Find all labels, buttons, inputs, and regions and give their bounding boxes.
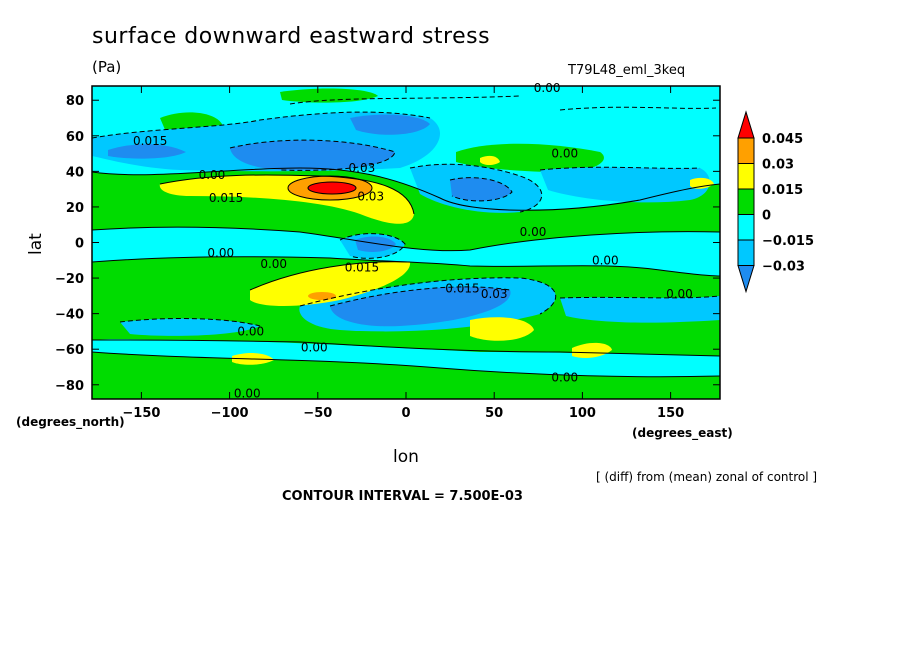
contour-label: 0.00: [666, 287, 693, 301]
contour-interval-label: CONTOUR INTERVAL = 7.500E-03: [282, 489, 523, 504]
colorbar: 0.045 0.03 0.015 0 −0.015 −0.03: [737, 110, 814, 294]
colorbar-segment: [737, 239, 755, 266]
filled-contour-field: [92, 86, 720, 399]
x-tick-label: −50: [303, 406, 332, 421]
contour-label: 0.00: [199, 168, 226, 182]
colorbar-segment: [737, 188, 755, 215]
contour-label: 0.00: [260, 257, 287, 271]
units-label: (Pa): [92, 58, 122, 76]
diff-note: [ (diff) from (mean) zonal of control ]: [596, 470, 818, 484]
contour-label: 0.00: [237, 324, 264, 338]
contour-label: 0.015: [209, 191, 243, 205]
contour-label: 0.00: [551, 147, 578, 161]
colorbar-arrow-top: [737, 110, 755, 139]
contour-label: 0.00: [551, 371, 578, 385]
contour-label: 0.015: [445, 282, 479, 296]
x-tick-label: 100: [569, 406, 596, 421]
y-tick-label: 20: [66, 201, 84, 216]
chart-title: surface downward eastward stress: [92, 24, 491, 49]
colorbar-label: 0.015: [762, 183, 803, 198]
x-tick-label: 50: [485, 406, 503, 421]
y-tick-label: 80: [66, 94, 84, 109]
colorbar-label: 0.03: [762, 158, 794, 173]
contour-label: 0.00: [207, 246, 234, 260]
colorbar-segment: [737, 214, 755, 241]
y-tick-label: −20: [55, 272, 84, 287]
contour-labels: 0.000.0150.000.030.000.030.0150.000.000.…: [133, 81, 693, 401]
y-unit-label: (degrees_north): [16, 415, 125, 429]
x-unit-label: (degrees_east): [632, 426, 733, 440]
colorbar-label: −0.03: [762, 260, 805, 275]
colorbar-label: 0: [762, 209, 771, 224]
x-tick-label: −150: [122, 406, 160, 421]
colorbar-arrow-bottom: [737, 265, 755, 294]
colorbar-label: −0.015: [762, 234, 814, 249]
y-tick-label: −80: [55, 379, 84, 394]
axis-ticks: −150 −100 −50 0 50 100 150 −80 −60 −40 −20 0 20 40 60 8…: [55, 86, 720, 421]
colorbar-segment: [737, 163, 755, 190]
contour-label: 0.03: [349, 161, 376, 175]
colorbar-label: 0.045: [762, 132, 803, 147]
contour-label: 0.00: [534, 81, 561, 95]
colorbar-segment: [737, 137, 755, 164]
y-axis-label: lat: [26, 233, 46, 255]
contour-label: 0.015: [345, 260, 379, 274]
x-tick-label: 150: [657, 406, 684, 421]
y-tick-label: 0: [75, 237, 84, 252]
contour-label: 0.00: [520, 225, 547, 239]
run-name-label: T79L48_eml_3keq: [568, 63, 686, 78]
y-tick-label: −60: [55, 343, 84, 358]
y-tick-label: −40: [55, 308, 84, 323]
contour-label: 0.03: [481, 287, 508, 301]
contour-label: 0.015: [133, 134, 167, 148]
x-axis-label: lon: [393, 447, 419, 467]
y-tick-label: 60: [66, 130, 84, 145]
x-tick-label: 0: [401, 406, 410, 421]
contour-label: 0.00: [592, 253, 619, 267]
contour-label: 0.00: [234, 387, 261, 401]
y-tick-label: 40: [66, 165, 84, 180]
x-tick-label: −100: [211, 406, 249, 421]
contour-label: 0.03: [357, 189, 384, 203]
contour-label: 0.00: [301, 340, 328, 354]
